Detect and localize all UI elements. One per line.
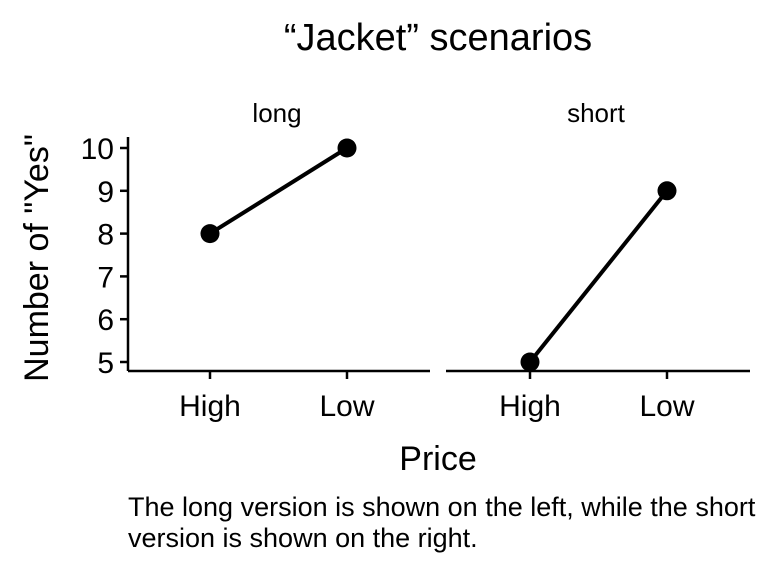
y-tick-label: 7 (97, 261, 114, 294)
data-point (520, 352, 540, 372)
panel-long: long High Low (128, 98, 430, 423)
data-point (200, 224, 220, 244)
x-tick-label: Low (319, 390, 374, 423)
panel-short: short High Low (446, 98, 750, 423)
y-tick-label: 6 (97, 304, 114, 337)
data-point (337, 138, 357, 158)
panels: long High Low short High Low (128, 98, 750, 423)
caption: The long version is shown on the left, w… (128, 492, 756, 553)
x-axis-title: Price (399, 440, 476, 478)
chart: “Jacket” scenarios Number of "Yes" Price… (18, 17, 750, 478)
series-line (528, 189, 669, 364)
x-tick-label: High (499, 390, 561, 423)
y-axis: 5 6 7 8 9 10 (81, 133, 130, 380)
y-tick-label: 8 (97, 219, 114, 252)
y-tick-label: 9 (97, 176, 114, 209)
panel-strip-label: long (252, 98, 301, 128)
data-point (657, 181, 677, 201)
x-tick-label: High (179, 390, 241, 423)
chart-title: “Jacket” scenarios (284, 17, 592, 59)
y-tick-label: 10 (81, 133, 114, 166)
panel-strip-label: short (567, 98, 626, 128)
series-line (208, 146, 349, 236)
x-tick-label: Low (639, 390, 694, 423)
y-tick-label: 5 (97, 347, 114, 380)
y-axis-title: Number of "Yes" (18, 134, 56, 382)
